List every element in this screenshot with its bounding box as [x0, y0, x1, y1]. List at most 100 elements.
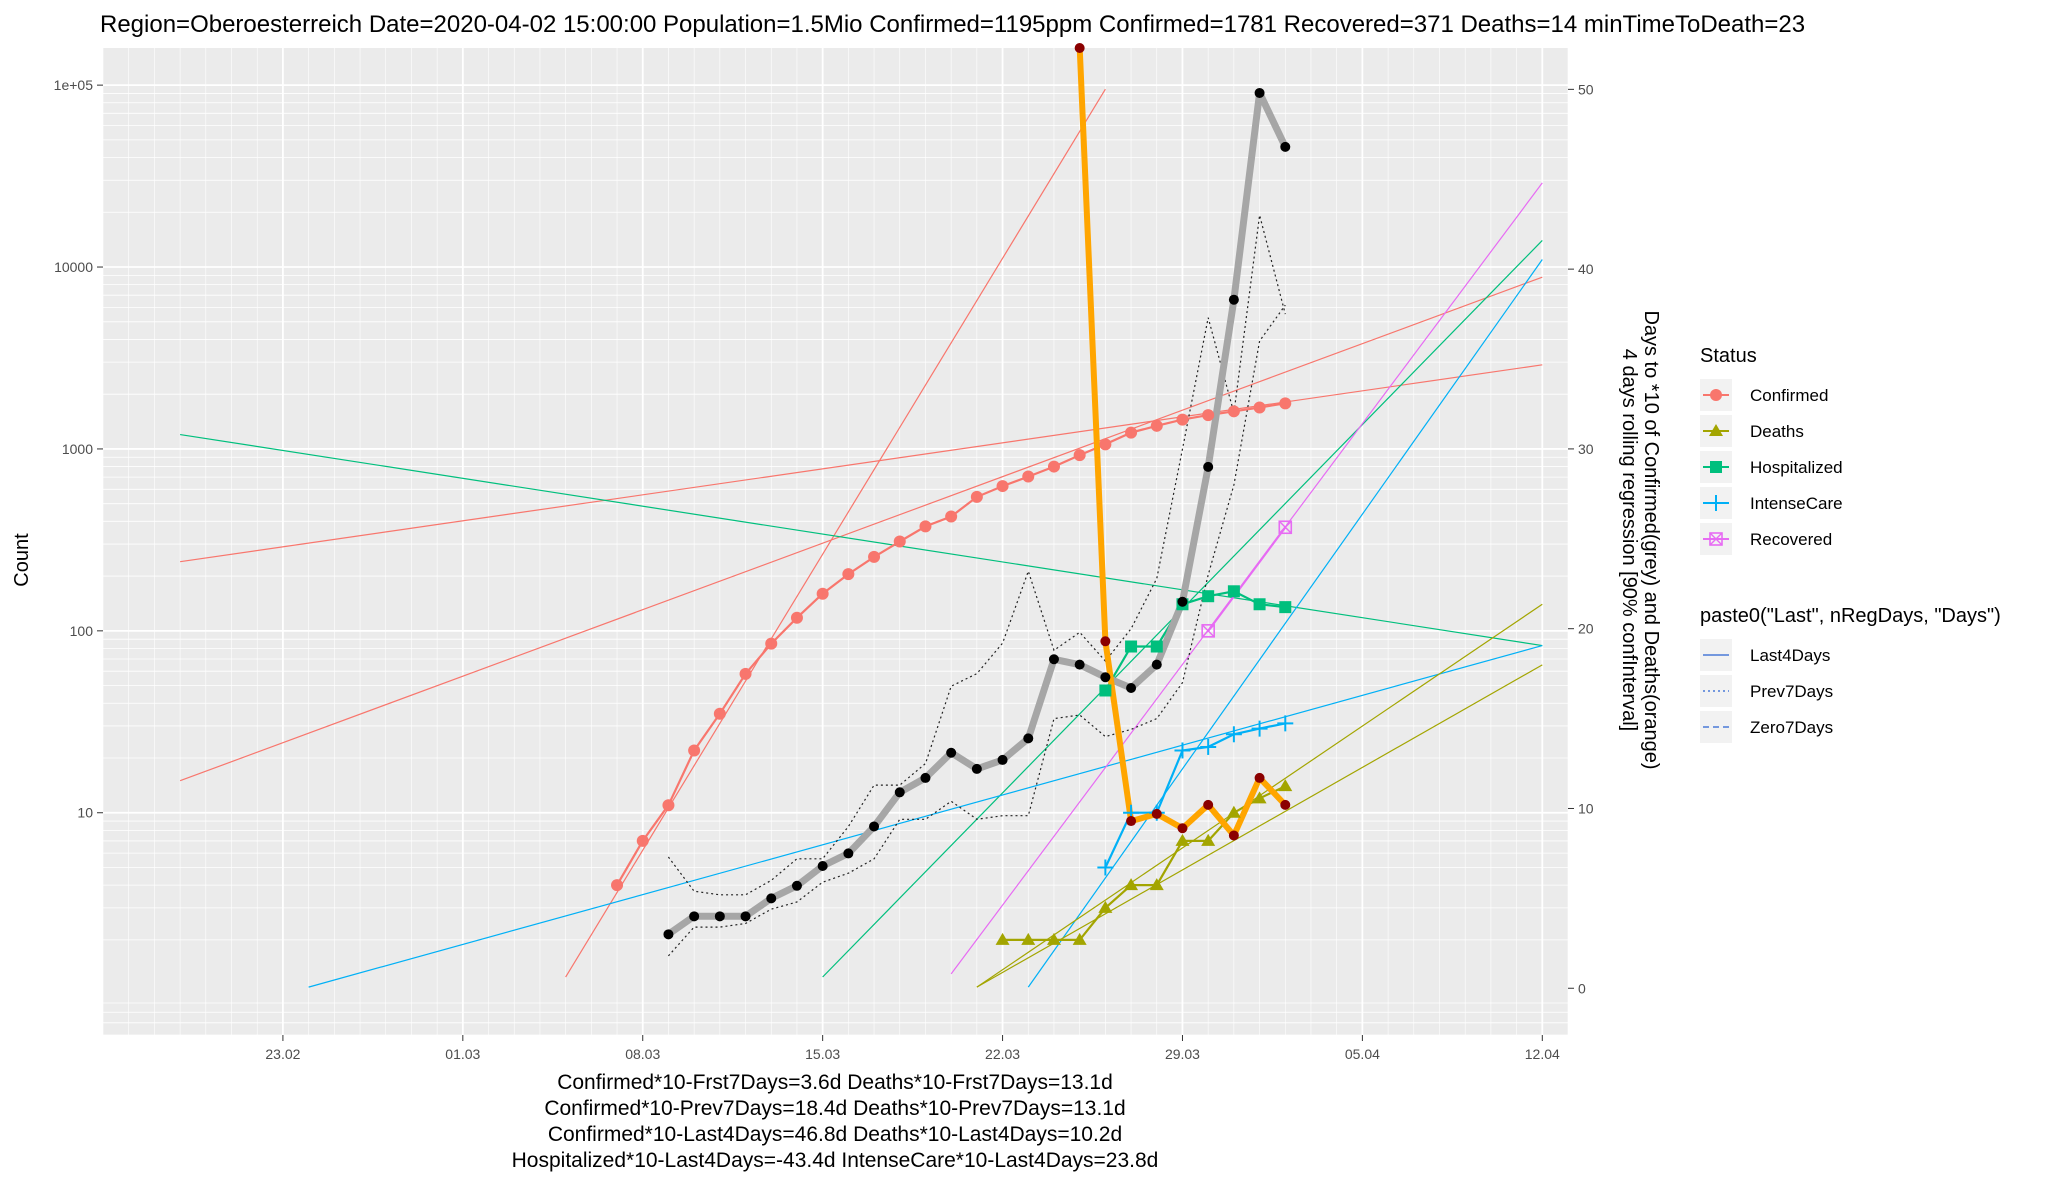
point-intensecare: [1251, 720, 1268, 737]
captions: Confirmed*10-Frst7Days=3.6d Deaths*10-Fr…: [512, 1071, 1159, 1172]
point-grey-days: [740, 911, 751, 922]
legend-regression-title: paste0("Last", nRegDays, "Days"): [1700, 605, 2001, 627]
point-grey-days: [1228, 294, 1239, 305]
point-confirmed: [842, 568, 855, 581]
point-recovered-box: [1201, 624, 1215, 638]
point-intensecare: [1277, 715, 1294, 732]
point-confirmed: [1125, 426, 1138, 439]
regression-line-intensecare-last4days: [308, 644, 1543, 988]
point-confirmed: [868, 550, 881, 563]
legend-label-confirmed: Confirmed: [1750, 386, 1828, 405]
point-grey-days: [1126, 683, 1137, 694]
y-axis-right-title-line2: 4 days rolling regression [90% confInter…: [1618, 349, 1640, 731]
point-intensecare: [1200, 738, 1217, 755]
confidence-band-upper: [667, 215, 1286, 896]
point-orange-days: [1177, 823, 1188, 834]
point-deaths: [1046, 932, 1061, 945]
point-confirmed: [1279, 397, 1292, 410]
point-hospitalized: [1227, 585, 1240, 598]
legend-key-intensecare-icon: [1708, 495, 1724, 511]
point-grey-days: [1254, 87, 1265, 98]
point-orange-days: [1100, 636, 1111, 647]
legend-label-zero7days: Zero7Days: [1750, 718, 1833, 737]
x-tick-label: 15.03: [805, 1046, 840, 1062]
point-orange-days: [1074, 43, 1085, 53]
point-deaths: [1175, 833, 1190, 846]
point-grey-days: [869, 821, 880, 832]
point-grey-days: [1203, 461, 1214, 472]
legend-label-deaths: Deaths: [1750, 422, 1804, 441]
series-line-recovered: [1207, 526, 1287, 632]
x-tick-label: 12.04: [1525, 1046, 1560, 1062]
x-tick-label: 23.02: [265, 1046, 300, 1062]
point-hospitalized: [1099, 684, 1112, 697]
point-deaths: [1226, 805, 1241, 818]
y-right-tick-label: 10: [1578, 800, 1594, 816]
point-confirmed: [1099, 438, 1112, 451]
y-right-tick-label: 40: [1578, 261, 1594, 277]
point-confirmed: [1253, 401, 1266, 414]
legend: Status paste0("Last", nRegDays, "Days") …: [1700, 345, 2001, 743]
caption-line: Confirmed*10-Last4Days=46.8d Deaths*10-L…: [548, 1123, 1122, 1146]
point-confirmed: [1022, 470, 1035, 483]
point-confirmed: [1176, 413, 1189, 426]
y-left-tick-label: 10000: [54, 259, 93, 275]
point-deaths: [1278, 779, 1293, 792]
point-confirmed: [1202, 409, 1215, 422]
point-intensecare: [1174, 742, 1191, 759]
point-orange-days: [1228, 830, 1239, 841]
caption-line: Confirmed*10-Frst7Days=3.6d Deaths*10-Fr…: [557, 1071, 1113, 1094]
confidence-band-lower: [667, 304, 1286, 957]
point-grey-days: [817, 861, 828, 872]
point-grey-days: [920, 772, 931, 783]
y-axis-left-title: Count: [11, 533, 33, 587]
point-recovered: [1201, 624, 1215, 638]
regression-line-confirmed-prev7days: [179, 276, 1543, 782]
regression-line-confirmed-last4days: [180, 364, 1543, 563]
point-confirmed: [662, 799, 675, 812]
point-confirmed: [1150, 419, 1163, 432]
point-recovered-d2: [1278, 520, 1292, 534]
x-tick-label: 08.03: [625, 1046, 660, 1062]
y-axis-right-title-line1: Days to *10 of Confirmed(grey) and Death…: [1640, 310, 1662, 769]
legend-key-recovered-icon-box: [1709, 532, 1723, 546]
y-left-tick-label: 10: [77, 805, 93, 821]
x-tick-label: 01.03: [445, 1046, 480, 1062]
point-confirmed: [1073, 449, 1086, 462]
x-tick-label: 22.03: [985, 1046, 1020, 1062]
point-orange-days: [1254, 772, 1265, 783]
point-deaths: [1072, 932, 1087, 945]
point-grey-days: [1280, 141, 1291, 152]
point-grey-days: [689, 911, 700, 922]
caption-line: Confirmed*10-Prev7Days=18.4d Deaths*10-P…: [544, 1097, 1125, 1120]
point-orange-days: [1203, 799, 1214, 810]
caption-line: Hospitalized*10-Last4Days=-43.4d Intense…: [512, 1149, 1159, 1172]
point-recovered: [1278, 520, 1293, 535]
legend-status-title: Status: [1700, 345, 1757, 367]
point-confirmed: [1227, 405, 1240, 418]
legend-key-hospitalized-icon: [1710, 461, 1722, 473]
point-confirmed: [1047, 460, 1060, 473]
point-hospitalized: [1150, 640, 1163, 653]
y-axis-left: 10 100 1000 10000 1e+05: [54, 77, 103, 821]
point-confirmed: [945, 510, 958, 523]
point-grey-days: [1074, 659, 1085, 670]
point-hospitalized: [1202, 590, 1215, 603]
point-grey-days: [714, 911, 725, 922]
y-right-tick-label: 20: [1578, 621, 1594, 637]
point-hospitalized: [1279, 601, 1292, 614]
legend-key-bg: [1700, 675, 1732, 707]
point-deaths: [1149, 878, 1164, 891]
point-grey-days: [971, 763, 982, 774]
point-confirmed: [970, 490, 983, 503]
point-intensecare: [1097, 859, 1114, 876]
point-grey-days: [894, 787, 905, 798]
regression-line-confirmed-zero7days: [565, 88, 1106, 978]
point-grey-days: [1177, 596, 1188, 607]
legend-label-recovered: Recovered: [1750, 530, 1832, 549]
legend-label-intensecare: IntenseCare: [1750, 494, 1843, 513]
regression-line-intensecare-prev7days: [1027, 259, 1543, 988]
legend-key-confirmed-icon: [1710, 389, 1722, 401]
point-deaths: [1201, 833, 1216, 846]
